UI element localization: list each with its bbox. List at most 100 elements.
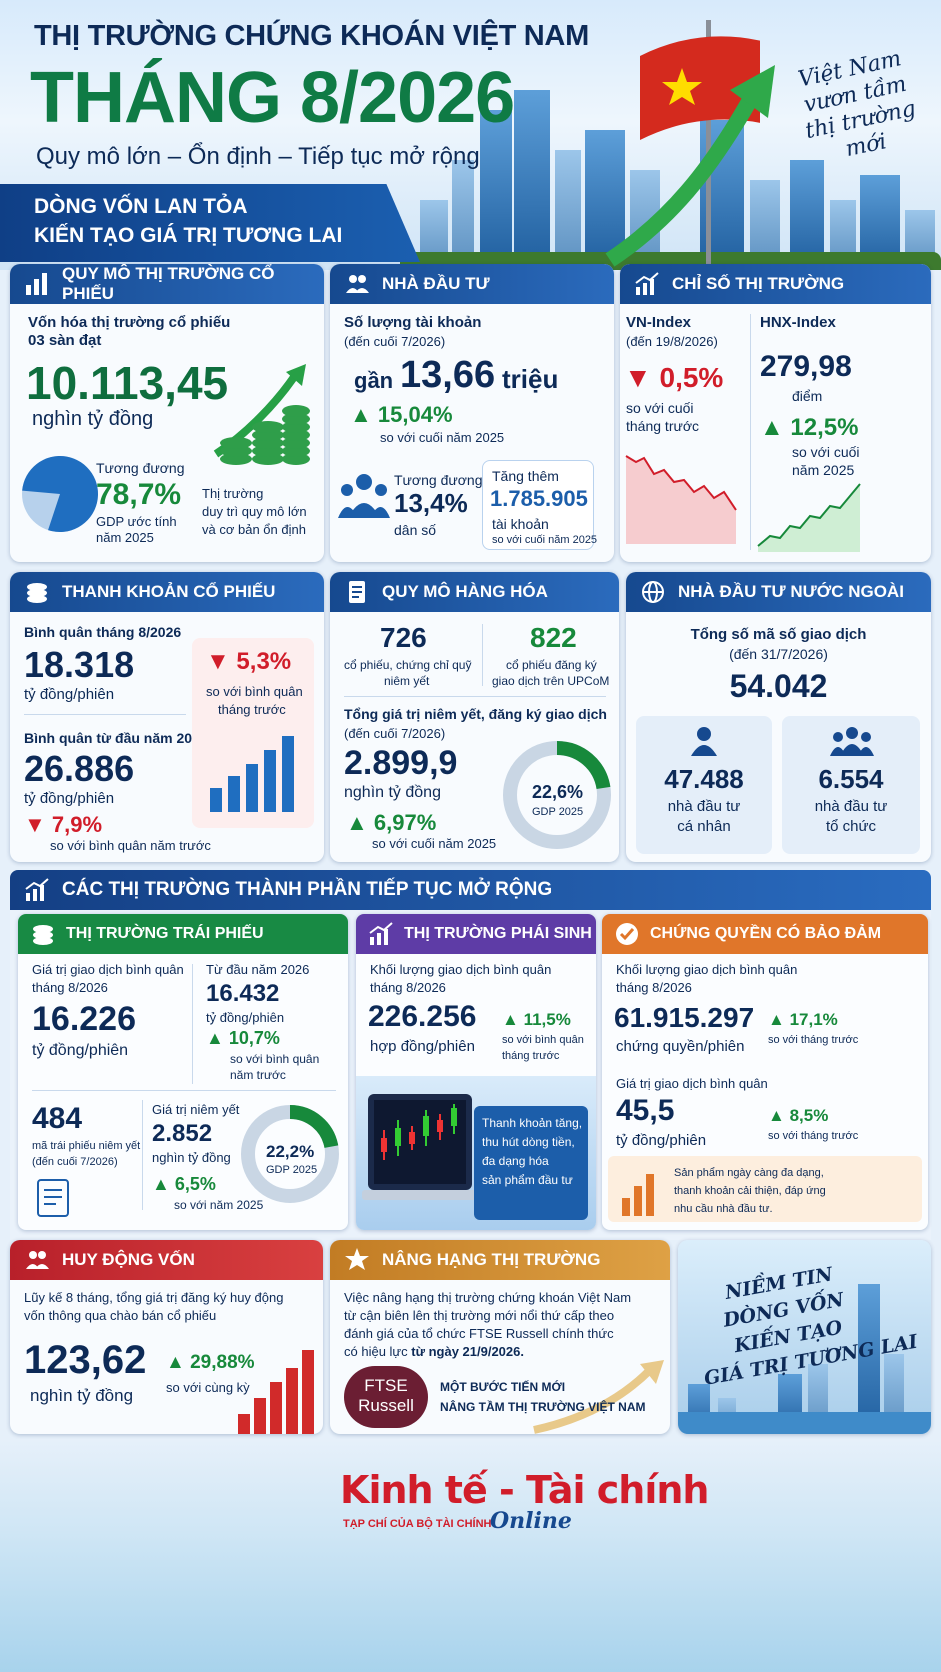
note: Thị trường (202, 486, 264, 501)
label: Từ đầu năm 2026 (206, 962, 310, 977)
label: năm 2025 (96, 530, 154, 545)
banner-line-2: KIẾN TẠO GIÁ TRỊ TƯƠNG LAI (34, 224, 343, 247)
note: năm trước (230, 1068, 286, 1082)
bonds-value: 16.226 (32, 1000, 136, 1038)
up-arrow-icon: ▲ (502, 1010, 524, 1029)
investors-card: NHÀ ĐẦU TƯ Số lượng tài khoản (đến cuối … (330, 264, 614, 562)
label: nghìn tỷ đồng (30, 1386, 134, 1405)
upgrade-header: NÂNG HẠNG THỊ TRƯỜNG (330, 1240, 670, 1280)
liquidity-monthly-value: 18.318 (24, 644, 135, 685)
gdp-percent: 78,7% (96, 478, 182, 511)
trend-chart-icon (25, 878, 49, 901)
label: nghìn tỷ đồng (152, 1150, 231, 1165)
bonds-listed-change: 6,5% (174, 1174, 216, 1194)
components-section-header: CÁC THỊ TRƯỜNG THÀNH PHẦN TIẾP TỤC MỞ RỘ… (10, 870, 931, 910)
liquidity-title: THANH KHOẢN CỔ PHIẾU (62, 582, 276, 601)
vn-index-line-chart (625, 455, 737, 544)
label: (đến 31/7/2026) (729, 646, 828, 662)
label: GDP 2025 (266, 1164, 318, 1176)
foreign-card: NHÀ ĐẦU TƯ NƯỚC NGOÀI Tổng số mã số giao… (626, 572, 931, 862)
market-scale-header: QUY MÔ THỊ TRƯỜNG CỔ PHIẾU (10, 264, 324, 304)
text: Việc nâng hạng thị trường chứng khoán Vi… (344, 1290, 632, 1305)
gdp-pie-chart (22, 456, 98, 532)
up-arrow-icon: ▲ (152, 1174, 175, 1194)
badge-text: FTSE (364, 1376, 408, 1395)
bar-chart-icon (622, 1174, 654, 1216)
added-box (482, 460, 594, 550)
population-percent: 13,4% (394, 488, 468, 518)
warrants-title: CHỨNG QUYỀN CÓ BẢO ĐẢM (650, 925, 882, 942)
note: cổ phiếu đăng ký (506, 658, 597, 672)
warrants-volume: 61.915.297 (614, 1002, 755, 1033)
capital-title: HUY ĐỘNG VỐN (62, 1250, 195, 1269)
upward-arrow-icon (533, 1360, 664, 1434)
up-arrow-icon: ▲ (166, 1352, 191, 1373)
note: niêm yết (384, 674, 430, 688)
label: Số lượng tài khoản (344, 314, 482, 331)
gdp-donut-chart (503, 741, 611, 849)
note: so với cuối (626, 400, 694, 416)
text: từ cận biên lên thị trường mới nổi thứ c… (344, 1308, 615, 1323)
liquidity-header: THANH KHOẢN CỔ PHIẾU (10, 572, 324, 612)
label: Giá trị giao dịch bình quân (616, 1076, 768, 1091)
label: Vốn hóa thị trường cổ phiếu (28, 314, 231, 331)
capital-value: 123,62 (24, 1338, 147, 1382)
label: tỷ đồng/phiên (24, 686, 115, 703)
growth-value: 15,04% (377, 402, 453, 427)
label: (đến cuối 7/2026) (344, 334, 446, 349)
note: so với cuối năm 2025 (372, 836, 497, 851)
investors-title: NHÀ ĐẦU TƯ (382, 274, 490, 293)
bond-codes-count: 484 (32, 1102, 83, 1135)
note: cổ phiếu, chứng chỉ quỹ (344, 658, 472, 672)
capital-header: HUY ĐỘNG VỐN (10, 1240, 323, 1280)
coins-icon (213, 364, 310, 465)
warrants-value: 45,5 (616, 1094, 675, 1127)
text: đánh giá của tổ chức FTSE Russell chính … (344, 1326, 614, 1341)
upgrade-title: NÂNG HẠNG THỊ TRƯỜNG (382, 1250, 601, 1269)
note: giao dịch trên UPCoM (492, 674, 610, 688)
people-icon (830, 727, 874, 756)
derivatives-card: THỊ TRƯỜNG PHÁI SINH Khối lượng giao dịc… (356, 914, 596, 1230)
warrants-header: CHỨNG QUYỀN CÓ BẢO ĐẢM (602, 914, 928, 954)
trust-panel: NIỀM TIN DÒNG VỐN KIẾN TẠO GIÁ TRỊ TƯƠNG… (678, 1240, 931, 1434)
note: so với bình quân (206, 684, 303, 699)
label: Tương đương (394, 472, 483, 488)
note: so với cùng kỳ (166, 1380, 250, 1395)
total-growth: 6,97% (373, 810, 437, 835)
individual-value: 47.488 (664, 764, 744, 794)
note: và cơ bản ổn định (202, 522, 306, 537)
label: Giá trị giao dịch bình quân (32, 962, 184, 977)
market-cap-value: 10.113,45 (26, 357, 229, 409)
publisher-online: Online (490, 1508, 572, 1534)
index-header: CHỈ SỐ THỊ TRƯỜNG (620, 264, 931, 304)
gdp-percent: 22,2% (266, 1142, 315, 1161)
label: nhà đầu tư (667, 798, 741, 815)
derivatives-header: THỊ TRƯỜNG PHÁI SINH (356, 914, 596, 954)
trend-chart-icon (635, 272, 659, 295)
footer (0, 1440, 941, 1672)
label: Giá trị niêm yết (152, 1102, 240, 1117)
note: so với cuối năm 2025 (492, 534, 598, 546)
note: tháng trước (502, 1050, 560, 1062)
note: mã trái phiếu niêm yết (32, 1140, 141, 1152)
bonds-header: THỊ TRƯỜNG TRÁI PHIẾU (18, 914, 348, 954)
globe-icon (642, 581, 664, 603)
label: GDP 2025 (532, 806, 584, 818)
note: năm 2025 (792, 462, 855, 478)
group-icon (338, 474, 390, 518)
trust-slogan: NIỀM TIN DÒNG VỐN KIẾN TẠO GIÁ TRỊ TƯƠNG… (702, 1263, 920, 1390)
banner: DÒNG VỐN LAN TỎA KIẾN TẠO GIÁ TRỊ TƯƠNG … (0, 184, 420, 262)
up-arrow-icon: ▲ (760, 414, 791, 441)
label: tháng 8/2026 (370, 980, 446, 995)
label: tỷ đồng/phiên (616, 1132, 707, 1149)
note: tháng trước (218, 702, 286, 717)
label: Bình quân từ đầu năm 2026 (24, 730, 208, 746)
derivatives-change: 11,5% (523, 1010, 571, 1029)
warrants-note-box (608, 1156, 922, 1222)
label: tỷ đồng/phiên (32, 1042, 129, 1059)
up-arrow-icon: ▲ (350, 402, 378, 427)
bar-chart-icon (26, 273, 47, 295)
vn-index-name: VN-Index (626, 314, 692, 331)
liquidity-monthly-change: 5,3% (236, 648, 292, 675)
label: 03 sàn đạt (28, 332, 102, 349)
